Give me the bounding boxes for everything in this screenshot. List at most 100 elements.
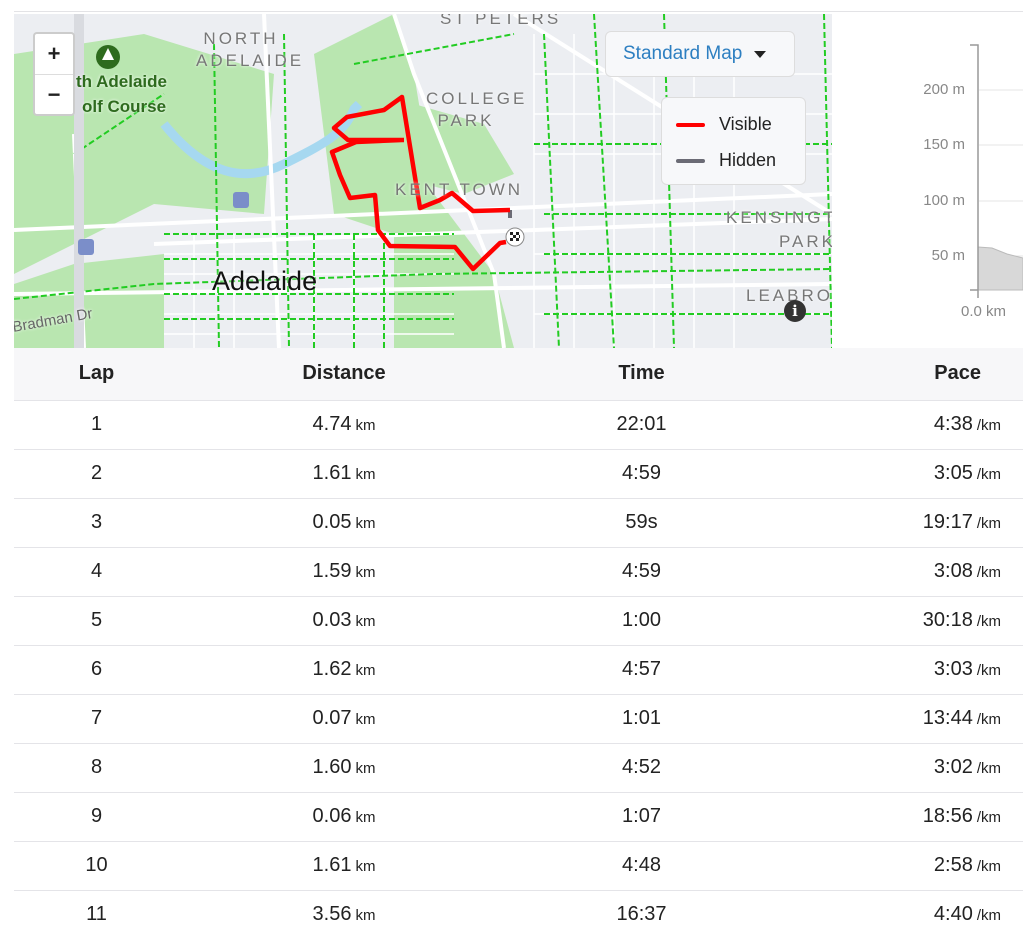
- distance-value: 1.61: [312, 854, 352, 876]
- lap-cell: 4: [90, 560, 103, 582]
- distance-unit: km: [355, 907, 376, 925]
- distance-value: 0.06: [312, 805, 352, 827]
- pace-cell: 4:40/km: [774, 890, 1023, 939]
- time-cell: 4:57: [622, 658, 661, 680]
- map-label-kent-town: KENT TOWN: [395, 180, 524, 199]
- distance-unit: km: [355, 417, 376, 434]
- laps-table: Lap Distance Time Pace 1 4.74 km 22:01 4:…: [14, 348, 1023, 939]
- time-cell: 4:59: [622, 462, 661, 484]
- distance-cell: 1.60 km: [179, 743, 509, 792]
- lap-cell: 1: [90, 413, 103, 435]
- map-label-leabrook: LEABROO: [746, 286, 832, 305]
- map-label-adelaide: Adelaide: [212, 266, 318, 296]
- pace-unit: /km: [976, 417, 1001, 434]
- time-cell: 1:00: [622, 609, 661, 631]
- lap-cell: 2: [90, 462, 103, 484]
- legend-label: Visible: [719, 114, 772, 134]
- time-cell: 16:37: [616, 903, 667, 926]
- pace-cell: 3:03/km: [774, 645, 1023, 694]
- map-label-golf-2: olf Course: [82, 97, 167, 116]
- pace-value: 18:56: [922, 805, 973, 827]
- map-type-label: Standard Map: [623, 43, 743, 64]
- lap-cell: 3: [90, 511, 103, 533]
- pace-unit: /km: [976, 809, 1001, 826]
- header-distance[interactable]: Distance: [302, 362, 386, 385]
- pace-unit: /km: [976, 858, 1001, 875]
- distance-cell: 1.59 km: [179, 547, 509, 596]
- distance-cell: 4.74 km: [179, 400, 509, 449]
- distance-cell: 1.62 km: [179, 645, 509, 694]
- map-legend: Visible Hidden: [661, 97, 806, 185]
- zoom-in-button[interactable]: +: [35, 34, 73, 75]
- y-tick: 100 m: [923, 192, 965, 209]
- pace-unit: /km: [976, 515, 1001, 532]
- distance-cell: 0.03 km: [179, 596, 509, 645]
- distance-value: 0.07: [312, 707, 352, 729]
- time-cell: 1:01: [622, 707, 661, 729]
- distance-value: 0.03: [312, 609, 352, 631]
- train-station-icon: [78, 192, 249, 255]
- legend-label: Hidden: [719, 150, 777, 170]
- map-label-golf: th Adelaide: [76, 72, 167, 91]
- pace-value: 3:03: [933, 658, 973, 680]
- distance-cell: 1.61 km: [179, 841, 509, 890]
- lap-cell: 9: [90, 805, 103, 827]
- distance-value: 1.61: [312, 462, 352, 484]
- lap-cell: 5: [90, 609, 103, 631]
- pace-cell: 2:58/km: [774, 841, 1023, 890]
- pace-unit: /km: [976, 662, 1001, 679]
- distance-value: 1.60: [312, 756, 352, 778]
- pace-cell: 3:02/km: [774, 743, 1023, 792]
- route-map[interactable]: + − NORTH ADELAIDE th Adelaide olf Cours…: [14, 14, 832, 348]
- pace-cell: 3:08/km: [774, 547, 1023, 596]
- time-cell: 4:59: [622, 560, 661, 582]
- golf-tree-icon: [96, 45, 120, 69]
- pace-cell: 18:56/km: [774, 792, 1023, 841]
- pace-unit: /km: [976, 907, 1001, 925]
- finish-flag-icon: [505, 227, 525, 247]
- distance-unit: km: [355, 515, 376, 532]
- time-cell: 22:01: [616, 413, 667, 435]
- y-tick: 200 m: [923, 81, 965, 98]
- route-line: [329, 94, 511, 272]
- table-header: Lap Distance Time Pace: [14, 348, 1023, 400]
- pace-value: 30:18: [922, 609, 973, 631]
- table-row: 7 0.07 km 1:01 13:44/km: [14, 694, 1023, 743]
- lap-cell: 7: [90, 707, 103, 729]
- lap-cell: 8: [90, 756, 103, 778]
- caret-down-icon: [754, 50, 767, 58]
- table-row: 10 1.61 km 4:48 2:58/km: [14, 841, 1023, 890]
- distance-unit: km: [355, 858, 376, 875]
- lap-cell: 6: [90, 658, 103, 680]
- distance-value: 3.56: [312, 903, 352, 926]
- map-type-dropdown[interactable]: Standard Map: [605, 31, 795, 77]
- zoom-control: + −: [33, 32, 75, 116]
- legend-hidden: Hidden: [676, 150, 776, 171]
- distance-unit: km: [355, 613, 376, 630]
- time-cell: 4:52: [622, 756, 661, 778]
- table-row: 6 1.62 km 4:57 3:03/km: [14, 645, 1023, 694]
- top-divider: [14, 11, 1023, 12]
- header-lap[interactable]: Lap: [78, 362, 115, 385]
- header-time[interactable]: Time: [618, 362, 665, 385]
- info-icon[interactable]: i: [784, 300, 806, 322]
- time-cell: 59s: [625, 511, 658, 533]
- distance-unit: km: [355, 809, 376, 826]
- pace-cell: 4:38/km: [774, 400, 1023, 449]
- distance-cell: 1.61 km: [179, 449, 509, 498]
- header-pace[interactable]: Pace: [934, 362, 981, 385]
- map-label-kensington-park: KENSINGTON PARK: [726, 208, 832, 251]
- pace-cell: 30:18/km: [774, 596, 1023, 645]
- table-row: 5 0.03 km 1:00 30:18/km: [14, 596, 1023, 645]
- distance-unit: km: [355, 760, 376, 777]
- pace-unit: /km: [976, 466, 1001, 483]
- distance-unit: km: [355, 711, 376, 728]
- map-label-north-adelaide: NORTH ADELAIDE: [196, 29, 305, 70]
- pace-value: 19:17: [922, 511, 973, 533]
- zoom-out-button[interactable]: −: [47, 82, 61, 107]
- map-tiles: [14, 14, 832, 348]
- time-cell: 1:07: [622, 805, 661, 827]
- map-label-college-park: COLLEGE PARK: [426, 89, 528, 130]
- elevation-chart: 200 m 150 m 100 m 50 m 0.0 km: [832, 14, 1023, 348]
- x-tick: 0.0 km: [960, 303, 1006, 320]
